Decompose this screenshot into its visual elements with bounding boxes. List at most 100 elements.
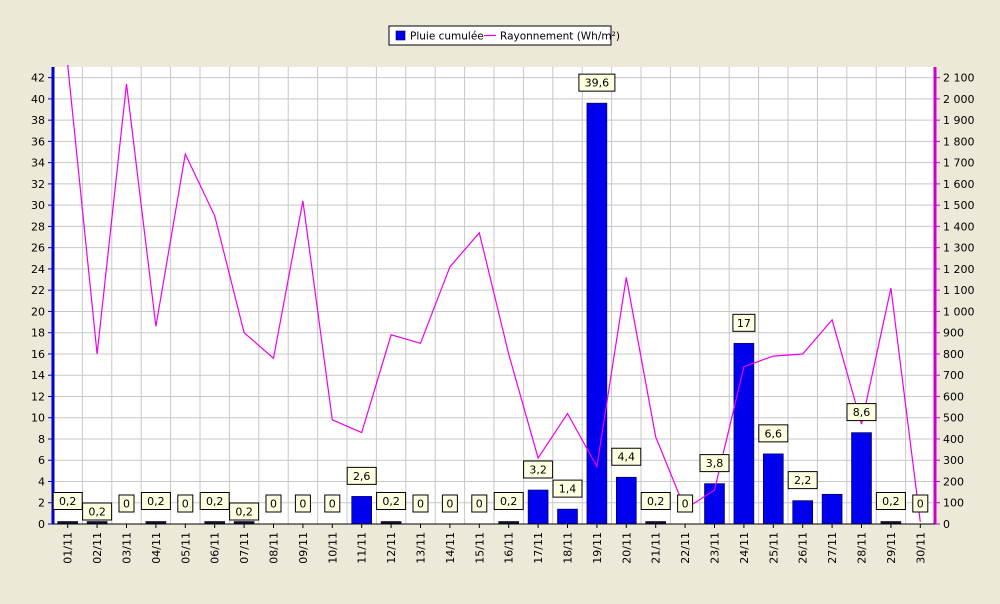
x-axis-tick-label: 21/11: [650, 532, 663, 564]
data-label-text: 0: [917, 498, 924, 511]
data-label-text: 3,8: [706, 457, 724, 470]
left-axis-tick-label: 26: [31, 242, 45, 255]
bar: [733, 343, 755, 525]
bar: [557, 508, 578, 525]
data-label-text: 0: [299, 498, 306, 511]
left-axis-tick-label: 32: [31, 178, 45, 191]
data-label-box: [493, 492, 524, 510]
data-label-text: 0: [446, 498, 453, 511]
data-label: 0: [912, 494, 929, 513]
data-label-text: 0,2: [147, 495, 165, 508]
legend-label-pluie: Pluie cumulée: [410, 31, 484, 43]
x-axis-tick-label: 04/11: [150, 532, 163, 564]
data-label-text: 2,2: [794, 474, 812, 487]
left-axis-tick-label: 10: [31, 412, 45, 425]
right-axis-tick-label: 900: [943, 327, 964, 340]
data-label-box: [578, 73, 616, 92]
data-label-text: 0: [123, 498, 130, 511]
left-axis-tick-label: 14: [31, 369, 45, 382]
data-label-box: [732, 313, 756, 332]
x-axis-tick-label: 20/11: [620, 532, 633, 564]
x-axis-tick-label: 28/11: [856, 532, 869, 564]
x-axis-tick-label: 10/11: [326, 532, 339, 564]
data-label-text: 0,2: [647, 495, 665, 508]
data-label: 2,6: [346, 466, 377, 485]
data-label-text: 3,2: [529, 463, 547, 476]
bar: [762, 453, 784, 525]
x-axis-tick-label: 12/11: [385, 532, 398, 564]
x-axis-tick-label: 05/11: [179, 532, 192, 564]
left-axis-tick-label: 8: [38, 433, 45, 446]
x-axis-tick-label: 01/11: [62, 532, 75, 564]
data-label: 0: [265, 494, 282, 513]
data-label: 2,2: [787, 471, 818, 490]
data-label-box: [346, 466, 377, 485]
data-label-text: 0,2: [88, 506, 106, 519]
series-line-rayonnement: [67, 64, 921, 522]
data-label-text: 0: [476, 498, 483, 511]
data-label-box: [640, 492, 671, 510]
data-label: 0: [294, 494, 311, 513]
data-label: 0: [441, 494, 458, 513]
data-label: 6,6: [758, 424, 789, 443]
data-label-text: 1,4: [559, 483, 577, 496]
data-label-box: [846, 403, 877, 422]
left-axis-tick-label: 34: [31, 157, 45, 170]
data-label: 0,2: [640, 492, 671, 510]
data-label-text: 0: [329, 498, 336, 511]
left-axis-tick-label: 38: [31, 114, 45, 127]
data-label-box: [787, 471, 818, 490]
data-label-box: [199, 492, 230, 510]
right-axis-tick-label: 2 000: [943, 93, 975, 106]
data-label-box: [552, 479, 583, 498]
left-axis-tick-label: 4: [38, 475, 45, 488]
x-axis-tick-label: 22/11: [679, 532, 692, 564]
data-label-box: [412, 494, 429, 513]
x-axis-tick-label: 02/11: [91, 532, 104, 564]
bar: [527, 489, 549, 525]
left-axis-tick-label: 30: [31, 199, 45, 212]
data-label: 0,2: [52, 492, 83, 510]
right-axis-tick-label: 400: [943, 433, 964, 446]
data-label: 0,2: [82, 502, 113, 521]
data-label: 0,2: [493, 492, 524, 510]
data-label: 0: [324, 494, 341, 513]
right-axis-tick-label: 700: [943, 369, 964, 382]
data-label-box: [118, 494, 135, 513]
data-label: 1,4: [552, 479, 583, 498]
data-label-box: [699, 454, 730, 473]
x-axis-tick-label: 23/11: [709, 532, 722, 564]
data-label: 0,2: [875, 492, 906, 510]
data-label: 8,6: [846, 403, 877, 422]
data-label-text: 0,2: [882, 495, 900, 508]
data-label-text: 0,2: [500, 495, 518, 508]
right-axis-tick-label: 600: [943, 390, 964, 403]
x-axis-tick-label: 11/11: [356, 532, 369, 564]
left-axis-tick-label: 0: [38, 518, 45, 531]
data-label-box: [677, 494, 694, 513]
data-label-box: [912, 494, 929, 513]
data-label-text: 6,6: [765, 427, 783, 440]
x-axis-tick-label: 13/11: [415, 532, 428, 564]
data-label: 0: [677, 494, 694, 513]
data-label-text: 0,2: [235, 506, 253, 519]
x-axis-tick-label: 26/11: [797, 532, 810, 564]
data-label-box: [82, 502, 113, 521]
left-axis-tick-label: 6: [38, 454, 45, 467]
right-axis-tick-label: 100: [943, 497, 964, 510]
x-axis-tick-label: 03/11: [121, 532, 134, 564]
x-axis-tick-label: 15/11: [473, 532, 486, 564]
x-axis-tick-label: 27/11: [826, 532, 839, 564]
x-axis-tick-label: 29/11: [885, 532, 898, 564]
x-axis-tick-label: 17/11: [532, 532, 545, 564]
right-axis-tick-label: 1 300: [943, 242, 975, 255]
data-label-text: 0: [182, 498, 189, 511]
right-axis-tick-label: 1 800: [943, 135, 975, 148]
left-axis-tick-label: 40: [31, 93, 45, 106]
data-label-text: 8,6: [853, 406, 871, 419]
data-label: 0: [412, 494, 429, 513]
right-axis-tick-label: 1 000: [943, 305, 975, 318]
right-axis-tick-label: 1 400: [943, 220, 975, 233]
data-label: 0: [118, 494, 135, 513]
bar: [851, 432, 872, 525]
